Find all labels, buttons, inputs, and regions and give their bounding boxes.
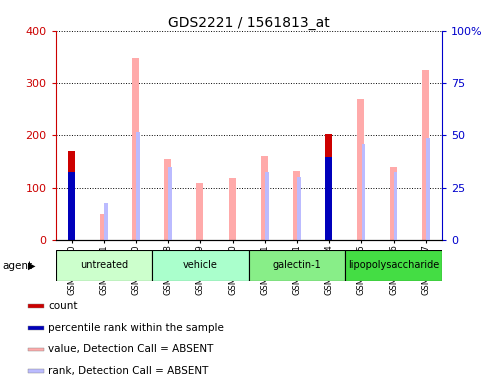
Text: ▶: ▶ <box>28 261 36 271</box>
Title: GDS2221 / 1561813_at: GDS2221 / 1561813_at <box>168 16 329 30</box>
Text: count: count <box>48 301 78 311</box>
Text: percentile rank within the sample: percentile rank within the sample <box>48 323 224 333</box>
Bar <box>325 134 332 240</box>
Bar <box>28 369 44 373</box>
Text: galectin-1: galectin-1 <box>273 260 321 270</box>
Text: lipopolysaccharide: lipopolysaccharide <box>348 260 439 270</box>
Bar <box>325 157 332 240</box>
Bar <box>261 156 268 240</box>
Bar <box>394 172 398 240</box>
Bar <box>28 305 44 308</box>
Bar <box>68 151 74 240</box>
Bar <box>345 250 442 281</box>
Bar <box>104 204 108 240</box>
Bar <box>164 159 171 240</box>
Bar <box>357 99 364 240</box>
Text: vehicle: vehicle <box>183 260 218 270</box>
Bar <box>132 58 139 240</box>
Bar <box>100 214 107 240</box>
Bar <box>362 144 365 240</box>
Bar <box>152 250 249 281</box>
Bar <box>265 172 269 240</box>
Bar <box>56 250 152 281</box>
Text: value, Detection Call = ABSENT: value, Detection Call = ABSENT <box>48 344 213 354</box>
Bar <box>28 326 44 329</box>
Bar <box>426 138 429 240</box>
Bar <box>228 178 236 240</box>
Text: rank, Detection Call = ABSENT: rank, Detection Call = ABSENT <box>48 366 209 376</box>
Bar <box>169 167 172 240</box>
Bar <box>136 132 140 240</box>
Bar <box>68 172 74 240</box>
Text: agent: agent <box>2 261 32 271</box>
Text: untreated: untreated <box>80 260 128 270</box>
Bar <box>297 177 301 240</box>
Bar <box>390 167 397 240</box>
Bar <box>422 70 429 240</box>
Bar <box>293 171 300 240</box>
Bar <box>249 250 345 281</box>
Bar <box>197 184 203 240</box>
Bar <box>28 348 44 351</box>
